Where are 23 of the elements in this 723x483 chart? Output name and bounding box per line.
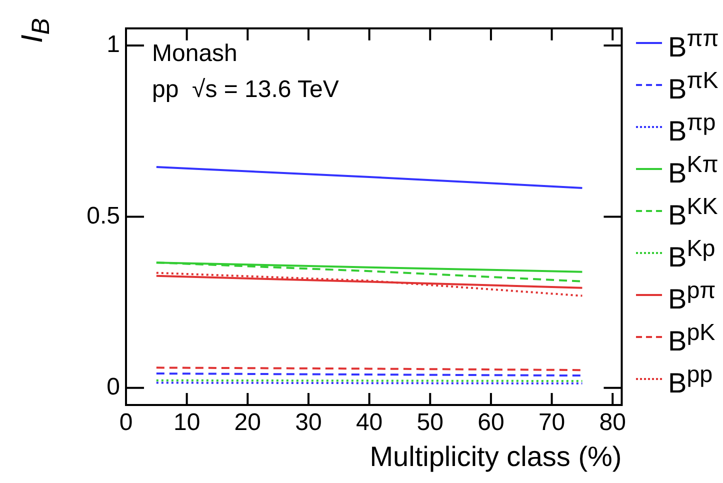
legend-label: B$^{pπ}$ bbox=[668, 277, 716, 315]
annotation: pp √s = 13.6 TeV bbox=[152, 76, 339, 104]
x-tick-label: 70 bbox=[538, 409, 566, 436]
legend-label: B$^{pp}$ bbox=[668, 361, 713, 399]
legend-label: B$^{KK}$ bbox=[668, 193, 718, 231]
x-tick-label: 30 bbox=[295, 409, 322, 436]
legend-label: B$^{πK}$ bbox=[668, 67, 718, 105]
x-axis-title: Multiplicity class (%) bbox=[370, 440, 622, 472]
y-tick-label: 0.5 bbox=[86, 202, 120, 230]
x-tick-label: 10 bbox=[173, 409, 200, 436]
x-tick-label: 50 bbox=[416, 409, 444, 436]
legend-label: B$^{πp}$ bbox=[668, 109, 716, 147]
y-tick-label: 1 bbox=[106, 31, 120, 58]
y-tick-label: 0 bbox=[106, 374, 120, 401]
x-tick-label: 40 bbox=[356, 409, 383, 436]
x-tick-label: 60 bbox=[478, 409, 504, 436]
x-tick-label: 80 bbox=[599, 409, 626, 436]
legend-label: B$^{Kp}$ bbox=[668, 235, 716, 273]
annotation: Monash bbox=[152, 40, 238, 68]
x-tick-label: 20 bbox=[234, 409, 262, 436]
legend-label: B$^{pK}$ bbox=[668, 319, 716, 357]
legend-label: B$^{ππ}$ bbox=[668, 24, 719, 65]
legend-label: B$^{Kπ}$ bbox=[668, 151, 718, 189]
